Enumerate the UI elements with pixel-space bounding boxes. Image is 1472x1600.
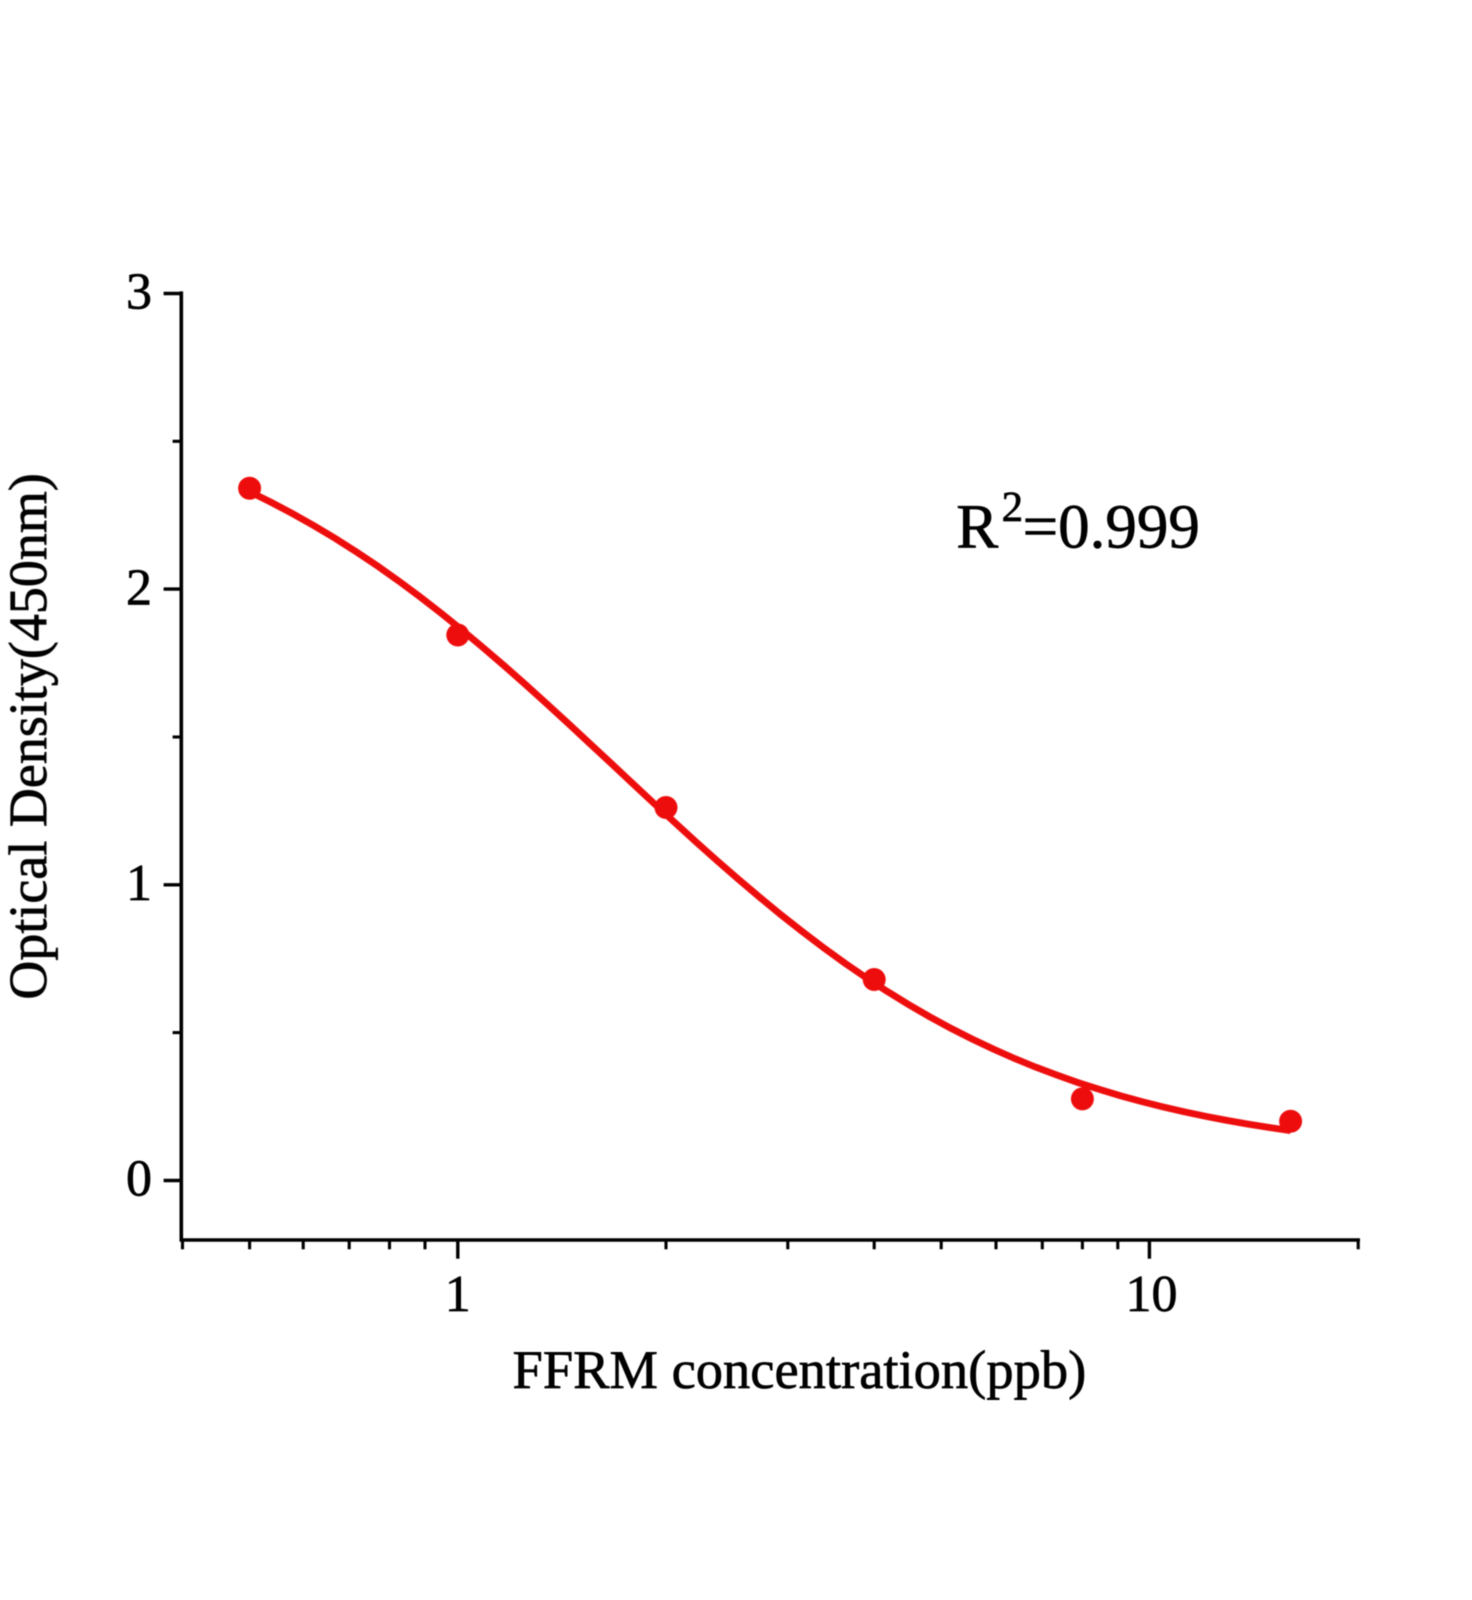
svg-text:3: 3 [126, 264, 152, 321]
svg-text:0: 0 [126, 1151, 152, 1208]
svg-text:2: 2 [126, 559, 152, 616]
svg-text:FFRM concentration(ppb): FFRM concentration(ppb) [513, 1339, 1087, 1400]
svg-text:1: 1 [126, 855, 152, 912]
svg-text:=0.999: =0.999 [1023, 492, 1200, 562]
svg-text:1: 1 [445, 1266, 471, 1323]
svg-text:10: 10 [1126, 1266, 1178, 1323]
svg-text:Optical Density(450nm): Optical Density(450nm) [0, 473, 58, 999]
svg-text:2: 2 [1002, 484, 1024, 531]
svg-text:R: R [956, 492, 998, 562]
